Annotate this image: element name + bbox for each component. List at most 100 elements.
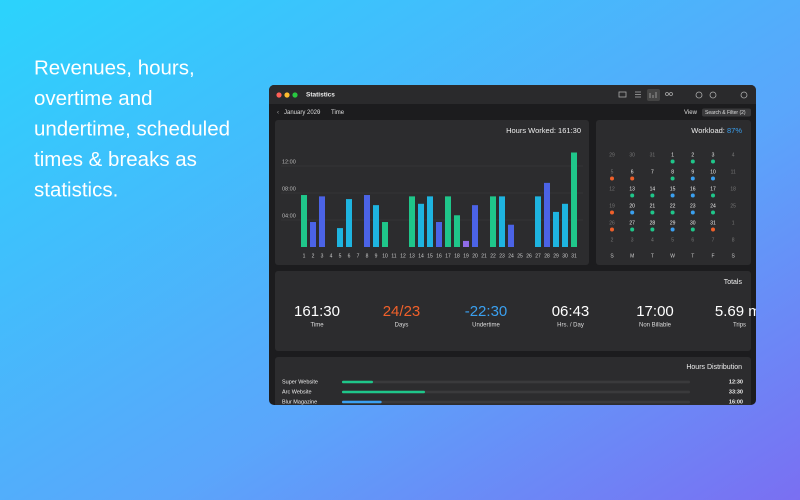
filter-button[interactable]: Search & Filter (2) <box>705 110 746 116</box>
total-label: Non Billable <box>639 323 672 329</box>
calendar-day: 20 <box>629 203 635 209</box>
calendar-dot <box>711 193 715 198</box>
total-value: 161:30 <box>294 303 340 320</box>
calendar-day: 23 <box>690 203 696 209</box>
workload-value: 87% <box>727 126 742 135</box>
workload-label: Workload: <box>691 126 725 135</box>
weekday-label: T <box>691 253 694 259</box>
bar <box>310 222 316 247</box>
calendar-day: 25 <box>730 203 736 209</box>
x-tick-label: 14 <box>418 253 424 259</box>
calendar-dot <box>690 159 695 164</box>
app-window: Statistics ‹ January 2020 › Time View Se… <box>269 85 764 405</box>
weekday-label: F <box>711 253 714 259</box>
bar <box>382 222 388 247</box>
headline-line: undertime, scheduled <box>34 117 230 140</box>
bar <box>472 205 478 247</box>
toolbar-icons <box>618 89 748 101</box>
x-tick-label: 23 <box>499 253 505 259</box>
calendar-day: 8 <box>732 237 735 243</box>
x-tick-label: 7 <box>357 253 360 259</box>
calendar-day: 6 <box>631 169 634 175</box>
x-tick-label: 25 <box>517 253 523 259</box>
icon[interactable] <box>649 92 657 98</box>
calendar-day: 3 <box>712 152 715 158</box>
x-tick-label: 5 <box>339 253 342 259</box>
total-label: Time <box>310 323 324 329</box>
project-name: Super Website <box>282 379 318 385</box>
headline-line: overtime and <box>34 87 153 110</box>
workload: Workload: 87% <box>691 126 742 135</box>
bar <box>535 196 541 247</box>
total-value: 5.69 mi <box>715 303 764 320</box>
calendar-day: 16 <box>690 186 696 192</box>
minimize-button[interactable] <box>284 92 290 98</box>
calendar-dot <box>650 210 655 215</box>
filter-button-bg[interactable] <box>702 108 751 117</box>
calendar-dot <box>711 159 715 164</box>
distribution-bar <box>342 380 373 384</box>
bar <box>337 228 343 247</box>
y-tick-label: 12:00 <box>282 159 296 165</box>
icon[interactable] <box>669 92 673 96</box>
distribution-value: 16:00 <box>729 399 743 405</box>
total-label: Trips <box>733 323 746 329</box>
distribution-bar <box>342 390 425 394</box>
bar <box>454 215 460 247</box>
calendar-dot <box>670 210 675 215</box>
bar <box>571 152 577 247</box>
bar <box>490 196 496 247</box>
calendar-dot <box>610 176 614 181</box>
view-button[interactable]: View <box>684 110 698 116</box>
x-tick-label: 19 <box>463 253 469 259</box>
mode-select[interactable]: Time <box>331 110 345 116</box>
icon-active[interactable] <box>647 89 660 101</box>
x-tick-label: 26 <box>526 253 532 259</box>
calendar-day: 3 <box>631 237 634 243</box>
icon[interactable] <box>635 91 641 98</box>
distribution-bar <box>342 400 382 404</box>
headline-line: times & breaks as <box>34 148 197 171</box>
total-label: Undertime <box>472 323 500 329</box>
headline-line: statistics. <box>34 178 118 201</box>
calendar-day: 28 <box>650 220 656 226</box>
bar <box>373 205 379 247</box>
project-name: Blur Magazine <box>282 399 317 405</box>
next-arrow[interactable]: › <box>318 110 320 116</box>
calendar-dot <box>670 159 675 164</box>
bar <box>463 240 469 247</box>
bar <box>364 195 370 247</box>
bar <box>409 196 415 247</box>
icon[interactable] <box>665 92 669 96</box>
x-tick-label: 2 <box>312 253 315 259</box>
close-button[interactable] <box>276 92 282 98</box>
calendar-dot <box>711 210 715 215</box>
calendar-day: 7 <box>651 169 654 175</box>
calendar-day: 15 <box>670 186 676 192</box>
prev-arrow[interactable]: ‹ <box>277 110 279 116</box>
calendar-dot <box>630 210 635 215</box>
calendar-day: 10 <box>710 169 716 175</box>
x-tick-label: 3 <box>321 253 324 259</box>
x-tick-label: 18 <box>454 253 460 259</box>
calendar-dot <box>711 227 715 232</box>
chart-title: Hours Worked: 161:30 <box>506 126 581 135</box>
total-value: 17:00 <box>636 303 674 320</box>
x-tick-label: 30 <box>562 253 568 259</box>
calendar-day: 2 <box>611 237 614 243</box>
weekday-label: S <box>732 253 736 259</box>
icon[interactable] <box>618 91 627 98</box>
bar <box>553 211 559 247</box>
icon[interactable] <box>695 91 703 99</box>
settings-icon[interactable] <box>740 91 748 99</box>
calendar-day: 18 <box>730 186 736 192</box>
total-value: -22:30 <box>465 303 508 320</box>
zoom-button[interactable] <box>292 92 298 98</box>
weekday-label: S <box>610 253 614 259</box>
x-tick-label: 9 <box>375 253 378 259</box>
bar <box>346 199 352 247</box>
calendar-day: 8 <box>671 169 674 175</box>
icon[interactable] <box>709 91 717 99</box>
